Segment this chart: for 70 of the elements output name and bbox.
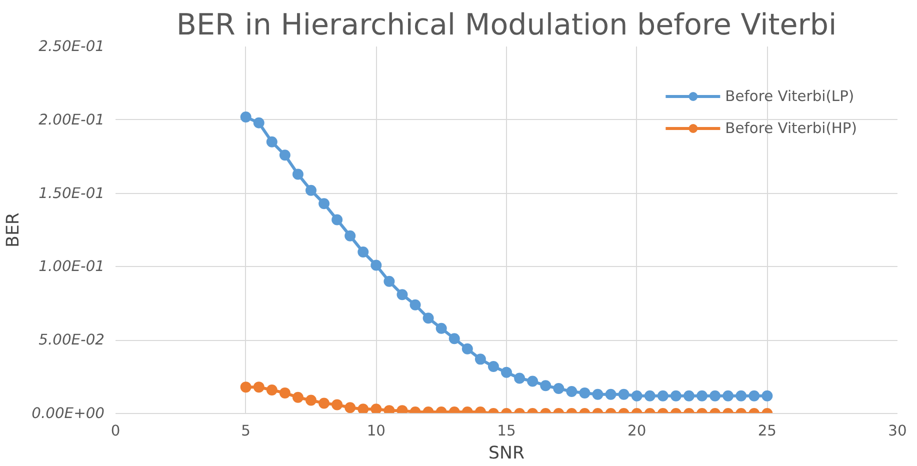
point [514,372,526,384]
point [592,388,604,400]
legend-label: Before Viterbi(LP) [725,88,854,104]
point [344,230,356,242]
point [279,150,290,161]
point [527,376,538,387]
x-tick-label: 0 [110,422,120,440]
point [344,402,356,414]
point [722,390,734,402]
x-tick-label: 5 [241,422,250,440]
point [370,404,382,414]
point [332,214,343,226]
point [618,388,630,400]
point [670,390,682,402]
y-tick-label: 5.00E-02 [38,332,105,349]
point [279,387,290,398]
point [318,398,330,409]
x-axis-title: SNR [488,444,525,464]
point [318,198,330,210]
y-tick-label: 1.50E-01 [38,184,105,202]
point [266,136,278,148]
point [410,299,421,310]
point [240,382,252,393]
point [644,390,656,402]
point [253,117,264,128]
y-tick-label: 1.00E-01 [38,258,105,276]
point [474,354,486,365]
point [292,168,304,180]
point [540,380,552,392]
point [370,260,382,271]
x-tick-label: 10 [366,422,386,440]
point [736,390,747,402]
point [462,343,473,354]
point [253,382,264,393]
point [396,289,408,300]
y-tick-label: 2.50E-01 [38,38,105,55]
point [501,366,512,378]
y-tick-label: 2.00E-01 [38,111,105,128]
point [384,276,395,287]
point [566,386,578,397]
point [266,384,278,396]
legend-label: Before Viterbi(HP) [725,120,857,136]
x-tick-label: 20 [628,422,646,440]
point [488,361,499,372]
point [422,312,434,324]
x-tick-label: 30 [888,422,907,440]
point [240,111,252,122]
x-tick-label: 15 [497,422,516,440]
point [748,390,760,402]
chart-title: BER in Hierarchical Modulation before Viterbi [176,8,837,42]
point [448,333,460,344]
point [436,322,447,334]
point [358,404,369,414]
point [631,390,642,402]
y-tick-label: 0.00E+00 [32,405,105,422]
point [579,387,590,398]
point [306,394,316,406]
point [306,184,316,196]
point [696,390,708,402]
point [553,383,564,394]
point [358,246,369,258]
point [762,390,773,402]
point [332,399,343,410]
point [683,390,694,402]
point [605,388,616,400]
point [657,390,668,402]
x-tick-label: 25 [758,422,776,440]
y-axis-title: BER [4,212,24,248]
point [710,390,721,402]
point [292,392,304,403]
